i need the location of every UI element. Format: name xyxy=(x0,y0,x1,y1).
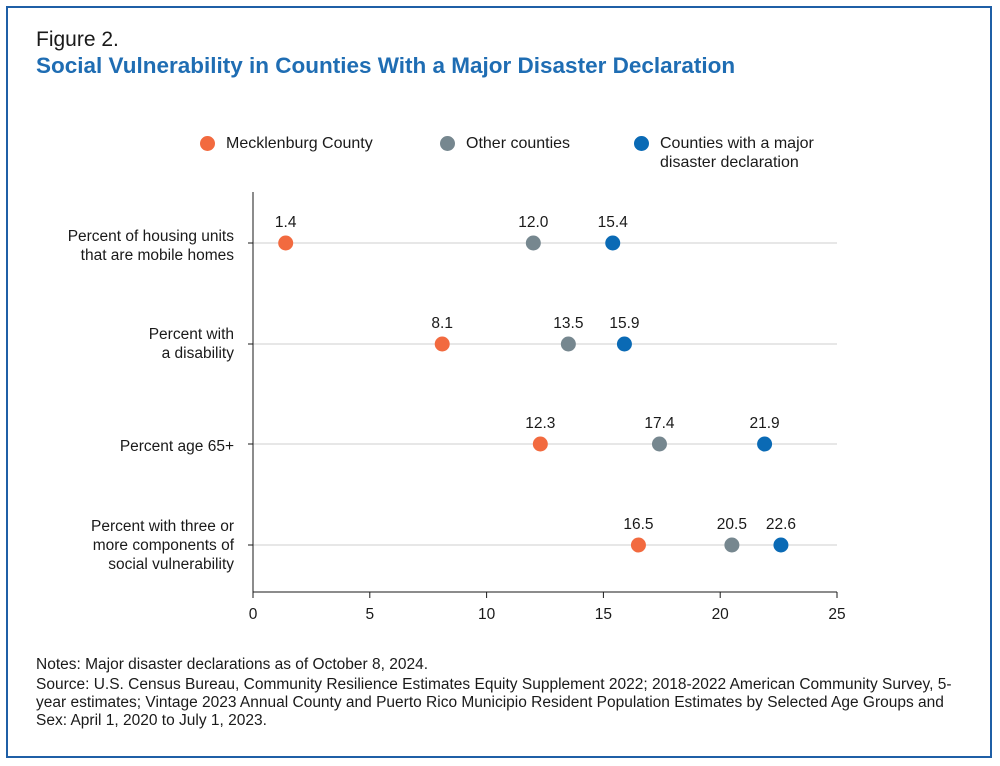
row-label: Percent of housing units that are mobile… xyxy=(67,228,234,264)
data-label: 16.5 xyxy=(623,516,653,533)
data-label: 15.4 xyxy=(598,214,629,231)
data-label: 22.6 xyxy=(766,516,796,533)
legend-dot-icon xyxy=(634,136,649,151)
data-label: 20.5 xyxy=(717,516,747,533)
data-point xyxy=(724,537,740,553)
legend-label: Counties with a major disaster declarati… xyxy=(660,135,814,171)
data-point xyxy=(525,235,541,251)
figure-frame xyxy=(6,6,992,758)
x-tick-label: 20 xyxy=(712,606,730,623)
data-point xyxy=(278,235,294,251)
data-point xyxy=(773,537,789,553)
legend-dot-icon xyxy=(200,136,215,151)
legend-label: Mecklenburg County xyxy=(226,135,373,152)
source-text: Source: U.S. Census Bureau, Community Re… xyxy=(36,676,952,729)
data-point xyxy=(757,436,773,452)
data-point xyxy=(434,336,450,352)
chart-title: Social Vulnerability in Counties With a … xyxy=(36,53,736,78)
row-label: Percent with a disability xyxy=(148,326,234,362)
data-point xyxy=(651,436,667,452)
data-label: 17.4 xyxy=(644,415,675,432)
legend-item-mecklenburg: Mecklenburg County xyxy=(200,134,373,153)
legend-dot-icon xyxy=(440,136,455,151)
x-tick-label: 10 xyxy=(478,606,496,623)
data-label: 12.0 xyxy=(518,214,549,231)
legend-label: Other counties xyxy=(466,135,571,152)
data-point xyxy=(616,336,632,352)
x-tick-label: 5 xyxy=(365,606,374,623)
data-point xyxy=(630,537,646,553)
data-label: 12.3 xyxy=(525,415,555,432)
notes-text: Notes: Major disaster declarations as of… xyxy=(36,656,429,673)
data-point xyxy=(532,436,548,452)
notes-block: Notes: Major disaster declarations as of… xyxy=(36,656,966,732)
data-label: 1.4 xyxy=(275,214,297,231)
data-label: 15.9 xyxy=(609,315,639,332)
data-point xyxy=(560,336,576,352)
legend-item-disaster: Counties with a major disaster declarati… xyxy=(634,134,814,172)
data-point xyxy=(605,235,621,251)
legend-item-other: Other counties xyxy=(440,134,570,153)
row-label: Percent age 65+ xyxy=(119,438,234,455)
x-tick-label: 0 xyxy=(249,606,258,623)
x-tick-label: 15 xyxy=(595,606,612,623)
figure-label: Figure 2. xyxy=(36,28,119,51)
data-label: 8.1 xyxy=(431,315,453,332)
data-label: 21.9 xyxy=(749,415,779,432)
row-label: Percent with three or more components of… xyxy=(90,518,234,573)
x-tick-label: 25 xyxy=(828,606,845,623)
data-label: 13.5 xyxy=(553,315,583,332)
